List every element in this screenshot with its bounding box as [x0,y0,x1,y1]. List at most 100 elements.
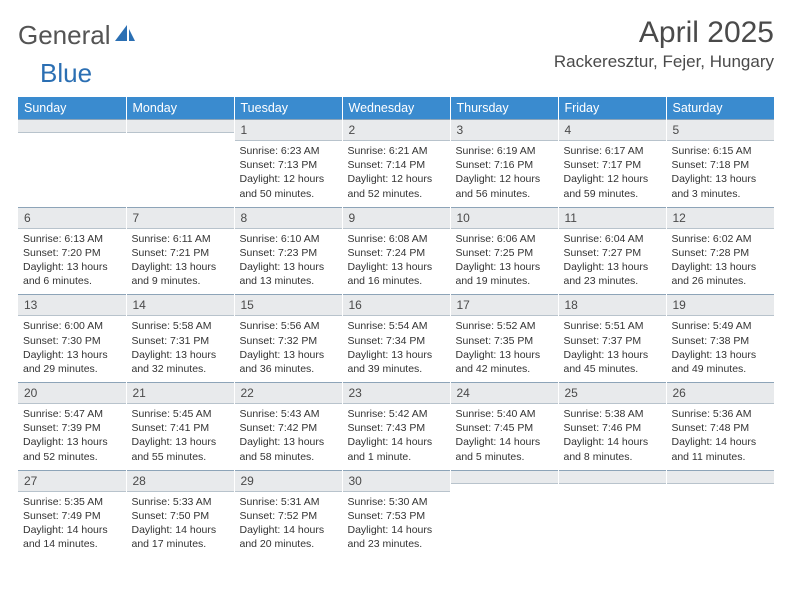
daylight-text-2: and 29 minutes. [23,362,121,376]
sunset-text: Sunset: 7:52 PM [240,509,337,523]
day-number: 30 [343,470,450,492]
sunrise-text: Sunrise: 5:43 AM [240,407,337,421]
calendar-cell: 13Sunrise: 6:00 AMSunset: 7:30 PMDayligh… [18,294,126,382]
daylight-text-1: Daylight: 13 hours [23,348,121,362]
calendar-cell: 6Sunrise: 6:13 AMSunset: 7:20 PMDaylight… [18,207,126,295]
daylight-text-1: Daylight: 13 hours [456,260,553,274]
daylight-text-2: and 13 minutes. [240,274,337,288]
calendar-cell: 17Sunrise: 5:52 AMSunset: 7:35 PMDayligh… [450,294,558,382]
day-details: Sunrise: 5:56 AMSunset: 7:32 PMDaylight:… [235,316,342,382]
daylight-text-1: Daylight: 12 hours [240,172,337,186]
day-number: 12 [667,207,775,229]
calendar-cell: 14Sunrise: 5:58 AMSunset: 7:31 PMDayligh… [126,294,234,382]
day-number: 10 [451,207,558,229]
sunrise-text: Sunrise: 6:15 AM [672,144,770,158]
sunset-text: Sunset: 7:34 PM [348,334,445,348]
daylight-text-1: Daylight: 13 hours [132,348,229,362]
day-number: 11 [559,207,666,229]
sunrise-text: Sunrise: 6:10 AM [240,232,337,246]
sunset-text: Sunset: 7:30 PM [23,334,121,348]
day-number: 7 [127,207,234,229]
calendar-cell: 21Sunrise: 5:45 AMSunset: 7:41 PMDayligh… [126,382,234,470]
sunrise-text: Sunrise: 6:02 AM [672,232,770,246]
daylight-text-2: and 6 minutes. [23,274,121,288]
sunrise-text: Sunrise: 5:56 AM [240,319,337,333]
day-details [667,484,775,542]
day-number: 15 [235,294,342,316]
daylight-text-2: and 20 minutes. [240,537,337,551]
calendar-cell: 26Sunrise: 5:36 AMSunset: 7:48 PMDayligh… [666,382,774,470]
calendar-cell: 3Sunrise: 6:19 AMSunset: 7:16 PMDaylight… [450,119,558,207]
sunrise-text: Sunrise: 5:51 AM [564,319,661,333]
sunset-text: Sunset: 7:43 PM [348,421,445,435]
day-details: Sunrise: 6:10 AMSunset: 7:23 PMDaylight:… [235,229,342,295]
day-number: 19 [667,294,775,316]
day-number: 2 [343,119,450,141]
daylight-text-2: and 26 minutes. [672,274,770,288]
calendar-cell [126,119,234,207]
daylight-text-1: Daylight: 14 hours [456,435,553,449]
day-number: 4 [559,119,666,141]
daylight-text-2: and 52 minutes. [348,187,445,201]
sunrise-text: Sunrise: 5:30 AM [348,495,445,509]
sunset-text: Sunset: 7:48 PM [672,421,770,435]
sail-icon [113,23,137,48]
sunrise-text: Sunrise: 5:38 AM [564,407,661,421]
sunset-text: Sunset: 7:53 PM [348,509,445,523]
calendar-table: Sunday Monday Tuesday Wednesday Thursday… [18,97,774,557]
day-number: 5 [667,119,775,141]
sunset-text: Sunset: 7:49 PM [23,509,121,523]
sunset-text: Sunset: 7:31 PM [132,334,229,348]
day-details: Sunrise: 6:02 AMSunset: 7:28 PMDaylight:… [667,229,775,295]
daylight-text-1: Daylight: 14 hours [132,523,229,537]
daylight-text-2: and 23 minutes. [564,274,661,288]
sunset-text: Sunset: 7:28 PM [672,246,770,260]
calendar-cell: 2Sunrise: 6:21 AMSunset: 7:14 PMDaylight… [342,119,450,207]
calendar-cell: 7Sunrise: 6:11 AMSunset: 7:21 PMDaylight… [126,207,234,295]
calendar-cell: 9Sunrise: 6:08 AMSunset: 7:24 PMDaylight… [342,207,450,295]
weekday-sat: Saturday [666,97,774,119]
day-number: 13 [18,294,126,316]
sunset-text: Sunset: 7:27 PM [564,246,661,260]
daylight-text-2: and 58 minutes. [240,450,337,464]
sunrise-text: Sunrise: 5:49 AM [672,319,770,333]
daylight-text-2: and 14 minutes. [23,537,121,551]
calendar-cell: 30 Sunrise: 5:30 AMSunset: 7:53 PMDayligh… [342,470,450,558]
sunset-text: Sunset: 7:46 PM [564,421,661,435]
day-number: 21 [127,382,234,404]
sunset-text: Sunset: 7:20 PM [23,246,121,260]
weekday-wed: Wednesday [342,97,450,119]
brand-part2: Blue [40,58,92,88]
sunrise-text: Sunrise: 6:08 AM [348,232,445,246]
daylight-text-1: Daylight: 13 hours [132,260,229,274]
calendar-cell: 1Sunrise: 6:23 AMSunset: 7:13 PMDaylight… [234,119,342,207]
day-details: Sunrise: 5:47 AMSunset: 7:39 PMDaylight:… [18,404,126,470]
day-details: Sunrise: 5:52 AMSunset: 7:35 PMDaylight:… [451,316,558,382]
sunrise-text: Sunrise: 5:45 AM [132,407,229,421]
day-number [559,470,666,484]
sunset-text: Sunset: 7:17 PM [564,158,661,172]
day-details: Sunrise: 6:23 AMSunset: 7:13 PMDaylight:… [235,141,342,207]
daylight-text-2: and 19 minutes. [456,274,553,288]
sunset-text: Sunset: 7:35 PM [456,334,553,348]
weekday-mon: Monday [126,97,234,119]
sunset-text: Sunset: 7:23 PM [240,246,337,260]
day-details: Sunrise: 6:19 AMSunset: 7:16 PMDaylight:… [451,141,558,207]
sunset-text: Sunset: 7:18 PM [672,158,770,172]
calendar-cell: 29Sunrise: 5:31 AMSunset: 7:52 PMDayligh… [234,470,342,558]
daylight-text-2: and 32 minutes. [132,362,229,376]
daylight-text-2: and 23 minutes. [348,537,445,551]
daylight-text-1: Daylight: 14 hours [348,523,445,537]
sunset-text: Sunset: 7:41 PM [132,421,229,435]
sunrise-text: Sunrise: 6:04 AM [564,232,661,246]
sunset-text: Sunset: 7:37 PM [564,334,661,348]
calendar-cell: 28Sunrise: 5:33 AMSunset: 7:50 PMDayligh… [126,470,234,558]
daylight-text-2: and 59 minutes. [564,187,661,201]
weekday-sun: Sunday [18,97,126,119]
calendar-cell [558,470,666,558]
daylight-text-2: and 36 minutes. [240,362,337,376]
sunrise-text: Sunrise: 5:54 AM [348,319,445,333]
day-number: 25 [559,382,666,404]
daylight-text-2: and 56 minutes. [456,187,553,201]
sunset-text: Sunset: 7:50 PM [132,509,229,523]
